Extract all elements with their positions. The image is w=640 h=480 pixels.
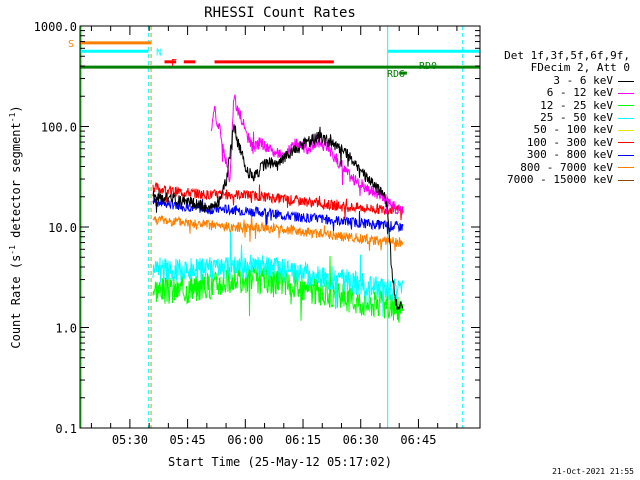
y-tick-label: 0.1 (55, 422, 77, 436)
legend-swatch (618, 130, 634, 132)
legend-label: 12 - 25 keV (540, 98, 613, 112)
x-tick-label: 05:30 (112, 433, 148, 447)
generation-timestamp: 21-Oct-2021 21:55 (552, 467, 634, 476)
legend-header-decimation: FDecim 2, Att 0 (530, 61, 630, 75)
legend-label: 50 - 100 keV (533, 123, 613, 137)
legend-swatch (618, 80, 634, 82)
legend-label: 100 - 300 keV (526, 135, 613, 149)
legend-label: 7000 - 15000 keV (507, 172, 613, 186)
x-tick-label: 06:15 (285, 433, 321, 447)
series-line (152, 214, 404, 251)
legend-entry: 25 - 50 keV (484, 110, 634, 124)
legend-label: 25 - 50 keV (540, 110, 613, 124)
legend-swatch (618, 154, 634, 156)
legend-entry: 7000 - 15000 keV (484, 172, 634, 186)
series-line (152, 182, 404, 221)
series-line (152, 229, 404, 317)
legend-header-detectors: Det 1f,3f,5f,6f,9f, (504, 49, 630, 62)
y-tick-label: 100.0 (41, 121, 77, 135)
legend-entry: 100 - 300 keV (484, 135, 634, 149)
legend-swatch (618, 117, 634, 119)
legend-entry: 300 - 800 keV (484, 148, 634, 162)
legend-swatch (618, 179, 634, 181)
series-line (210, 94, 404, 215)
y-tick-label: 1000.0 (34, 20, 77, 34)
night-label: N (156, 47, 162, 58)
legend-swatch (618, 105, 634, 107)
x-axis-label: Start Time (25-May-12 05:17:02) (168, 455, 392, 469)
saa-label: S (68, 39, 74, 50)
legend-entry: 12 - 25 keV (484, 98, 634, 112)
rd6-label: RD6 (387, 69, 405, 80)
x-tick-label: 06:30 (343, 433, 379, 447)
legend-swatch (618, 167, 634, 169)
rd0-label: RD0 (419, 61, 437, 72)
x-tick-label: 06:00 (227, 433, 263, 447)
series-line (152, 124, 404, 311)
legend-entry: 50 - 100 keV (484, 123, 634, 137)
y-tick-label: 1.0 (55, 322, 77, 336)
legend-entry: 3 - 6 keV (484, 73, 634, 87)
legend: Det 1f,3f,5f,6f,9f, FDecim 2, Att 0 3 - … (484, 49, 634, 186)
x-tick-label: 06:45 (400, 433, 436, 447)
legend-label: 800 - 7000 keV (520, 160, 613, 174)
legend-swatch (618, 142, 634, 144)
flare-label: F (171, 58, 177, 69)
legend-label: 6 - 12 keV (546, 86, 613, 100)
axes: 0.1 1.0 10.0 100.0 1000.0 05:30 05:45 06:00 06:1… (34, 20, 481, 447)
y-axis-label: Count Rate (s-1 detector segment-1) (8, 105, 23, 348)
legend-label: 300 - 800 keV (526, 148, 613, 162)
legend-entry: 800 - 7000 keV (484, 160, 634, 174)
legend-label: 3 - 6 keV (553, 73, 613, 87)
plot-area: S NF RD0 RD6 (68, 26, 480, 428)
chart-title: RHESSI Count Rates (204, 5, 356, 21)
legend-entry: 6 - 12 keV (484, 86, 634, 100)
legend-swatch (618, 92, 634, 94)
x-tick-label: 05:45 (170, 433, 206, 447)
y-tick-label: 10.0 (48, 221, 77, 235)
